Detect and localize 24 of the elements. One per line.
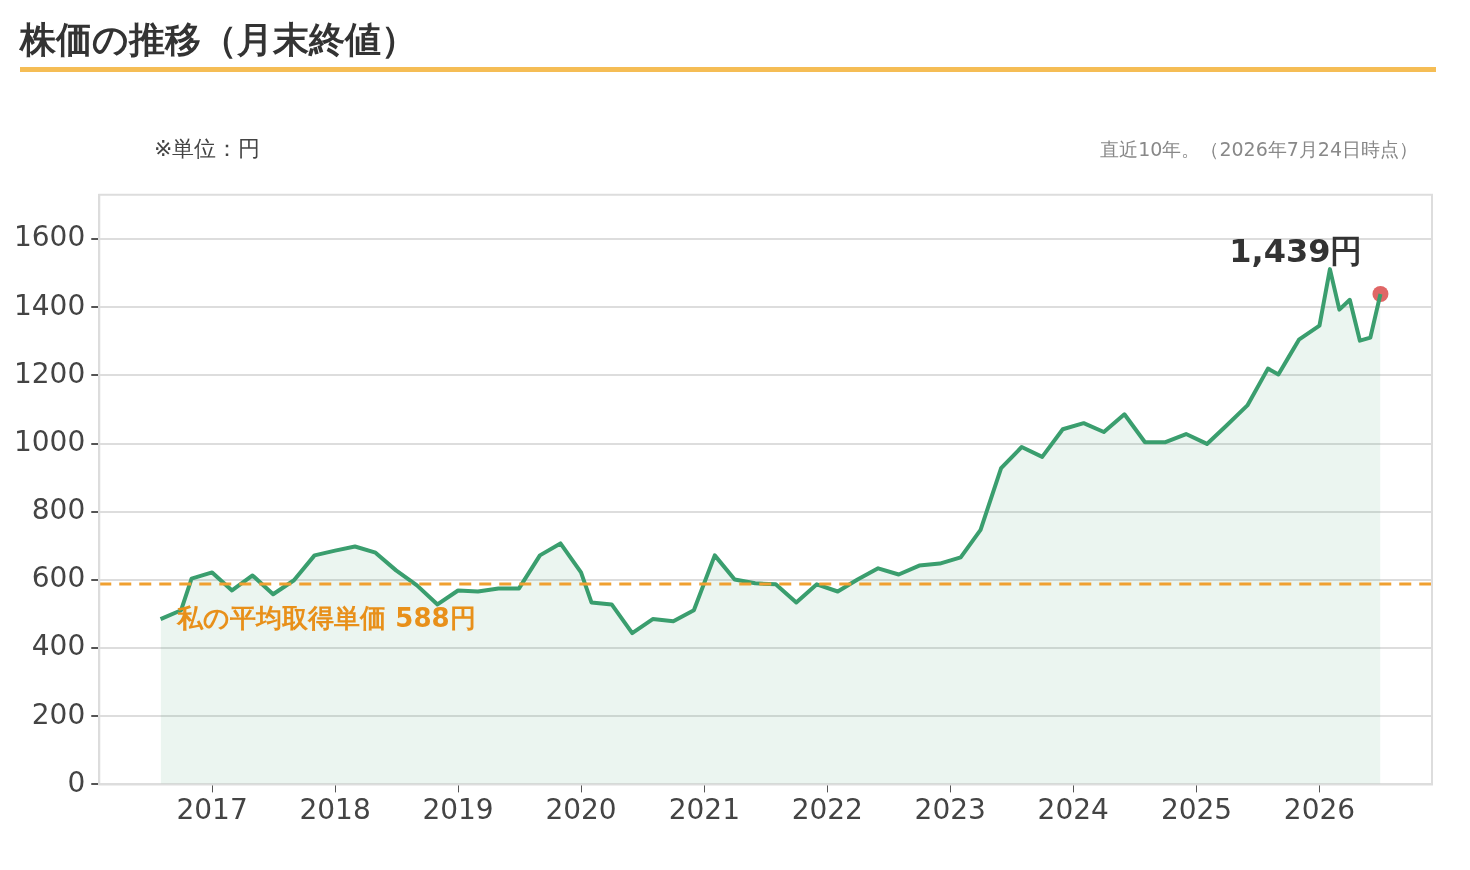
text: ※単位：円	[154, 135, 261, 163]
x-tick-label: 2019	[422, 793, 494, 827]
x-tick-label: 2023	[914, 793, 986, 827]
x-tick-label: 2020	[545, 793, 617, 827]
x-tick-label: 2025	[1160, 793, 1233, 827]
x-tick-label: 2018	[299, 793, 371, 827]
text: 直近10年。（2026年7月24日時点）	[1100, 137, 1418, 162]
x-tick-label: 2024	[1037, 793, 1109, 827]
x-tick-label: 2022	[791, 793, 863, 827]
y-tick-label: 1600	[13, 220, 86, 254]
x-tick-label: 2021	[668, 793, 740, 827]
x-tick-label: 2017	[176, 793, 248, 827]
y-tick-label: 0	[67, 765, 86, 799]
annotation: 1,439円	[1229, 232, 1363, 271]
y-tick-label: 800	[31, 493, 86, 527]
y-tick-label: 1200	[13, 356, 86, 390]
y-tick-label: 1000	[13, 424, 86, 458]
ref-line-label: 私の平均取得単価 588円	[176, 602, 476, 633]
y-tick-label: 600	[31, 561, 86, 595]
y-tick-label: 400	[31, 629, 86, 663]
y-tick-label: 1400	[13, 288, 86, 322]
chart-title: 株価の推移（月末終値）	[20, 16, 1436, 72]
y-tick-label: 200	[31, 697, 86, 731]
x-tick-label: 2026	[1283, 793, 1356, 827]
